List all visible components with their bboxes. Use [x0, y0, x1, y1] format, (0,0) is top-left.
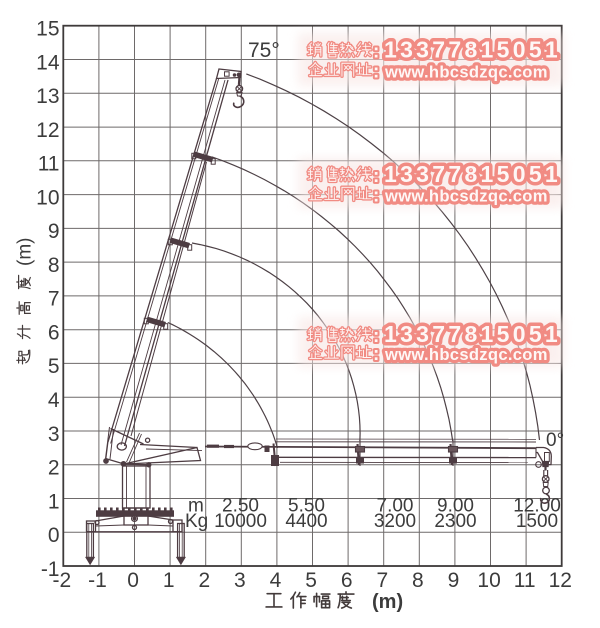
svg-text:1500: 1500 [516, 511, 558, 532]
svg-text:2: 2 [48, 457, 60, 480]
svg-text:8: 8 [48, 254, 60, 277]
svg-text:(m): (m) [15, 238, 36, 266]
svg-text:8: 8 [412, 569, 424, 592]
svg-text:11: 11 [514, 569, 536, 592]
svg-text:15: 15 [36, 18, 59, 41]
svg-text::: : [373, 41, 379, 62]
svg-text:0°: 0° [546, 430, 564, 451]
svg-text:www.hbcsdzqc.com: www.hbcsdzqc.com [384, 186, 548, 205]
svg-text:5: 5 [48, 355, 60, 378]
svg-text:2.50: 2.50 [222, 496, 259, 517]
svg-text:(m): (m) [372, 591, 403, 613]
svg-text:12: 12 [549, 569, 572, 592]
svg-text:13377815051: 13377815051 [384, 161, 561, 187]
svg-text::: : [373, 185, 379, 206]
svg-text:10: 10 [36, 186, 59, 209]
svg-text::: : [373, 61, 379, 82]
svg-text:7.00: 7.00 [377, 496, 414, 517]
svg-text:4: 4 [270, 569, 282, 592]
svg-text:12: 12 [36, 119, 59, 142]
svg-text:2300: 2300 [434, 511, 476, 532]
svg-text:4: 4 [48, 389, 60, 412]
svg-text::: : [373, 344, 379, 365]
svg-text::: : [373, 166, 379, 187]
svg-text:6: 6 [48, 322, 60, 345]
svg-text:3: 3 [234, 569, 246, 592]
svg-text:2: 2 [198, 569, 210, 592]
svg-text:9.00: 9.00 [437, 496, 474, 517]
svg-text:14: 14 [36, 51, 60, 74]
svg-text:m: m [188, 496, 204, 517]
svg-text:-2: -2 [53, 569, 72, 592]
svg-text:1: 1 [163, 569, 175, 592]
svg-text:0: 0 [127, 569, 139, 592]
svg-text:3: 3 [48, 423, 60, 446]
svg-text:10: 10 [477, 569, 500, 592]
svg-text:75°: 75° [248, 39, 280, 62]
svg-text:13377815051: 13377815051 [384, 36, 561, 62]
svg-text:13: 13 [36, 85, 59, 108]
svg-text::: : [373, 326, 379, 347]
svg-text:7: 7 [376, 569, 388, 592]
svg-text:13377815051: 13377815051 [384, 321, 561, 347]
svg-text:5: 5 [305, 569, 317, 592]
svg-text:11: 11 [38, 153, 60, 176]
svg-text:0: 0 [48, 524, 60, 547]
svg-text:9: 9 [448, 569, 460, 592]
svg-text:Kg: Kg [185, 511, 208, 532]
svg-text:-1: -1 [41, 558, 60, 581]
svg-text:www.hbcsdzqc.com: www.hbcsdzqc.com [384, 62, 548, 81]
svg-text:7: 7 [48, 288, 60, 311]
svg-text:4400: 4400 [285, 511, 327, 532]
svg-text:3200: 3200 [374, 511, 416, 532]
svg-text:5.50: 5.50 [288, 496, 325, 517]
svg-text:-1: -1 [88, 569, 107, 592]
svg-text:9: 9 [48, 220, 60, 243]
svg-text:10000: 10000 [214, 511, 267, 532]
svg-text:1: 1 [48, 490, 60, 513]
svg-text:6: 6 [341, 569, 353, 592]
svg-text:www.hbcsdzqc.com: www.hbcsdzqc.com [384, 345, 548, 364]
